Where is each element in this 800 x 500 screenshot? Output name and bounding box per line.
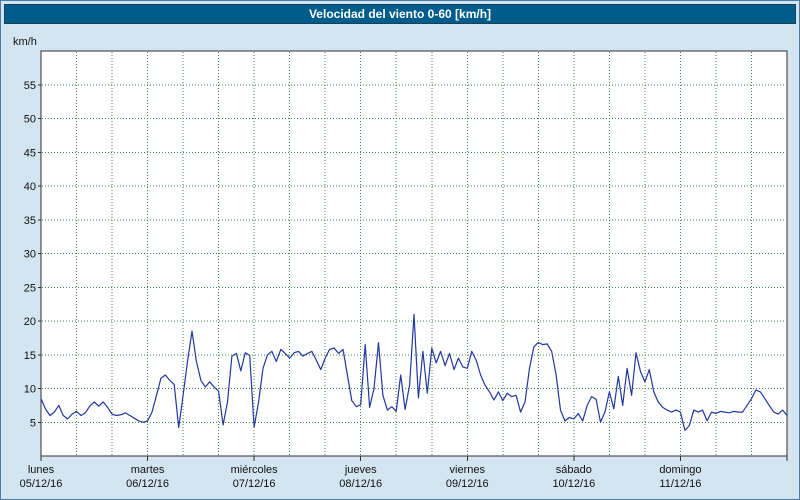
y-tick-label: 50: [24, 114, 36, 126]
day-name-label: miércoles: [231, 464, 279, 476]
y-axis-unit-label: km/h: [13, 36, 37, 48]
x-axis-ticks: [40, 456, 788, 461]
y-tick-label: 45: [24, 147, 36, 159]
chart-title: Velocidad del viento 0-60 [km/h]: [308, 7, 492, 21]
day-date-label: 09/12/16: [446, 478, 489, 490]
y-tick-label: 15: [24, 350, 36, 362]
y-tick-label: 10: [24, 384, 36, 396]
y-tick-label: 40: [24, 181, 36, 193]
y-tick-label: 30: [24, 249, 36, 261]
day-date-label: 07/12/16: [233, 478, 276, 490]
y-tick-label: 5: [30, 417, 36, 429]
day-name-label: viernes: [450, 464, 486, 476]
day-name-label: sábado: [556, 464, 592, 476]
day-name-label: jueves: [344, 464, 377, 476]
vertical-gridlines: [76, 52, 752, 455]
y-tick-label: 55: [24, 80, 36, 92]
wind-speed-line: [40, 313, 788, 431]
y-axis-labels: 5 10 15 20 25 30 35 40 45 50 55: [24, 80, 41, 429]
day-date-label: 11/12/16: [659, 478, 701, 490]
day-name-label: martes: [131, 464, 165, 476]
x-axis-labels: lunes 05/12/16 martes 06/12/16 miércoles 07/1…: [20, 464, 702, 490]
day-name-label: lunes: [28, 464, 55, 476]
day-date-label: 05/12/16: [20, 478, 63, 490]
chart-title-bar: Velocidad del viento 0-60 [km/h]: [4, 4, 796, 24]
day-name-label: domingo: [659, 464, 701, 476]
y-tick-label: 20: [24, 316, 36, 328]
y-tick-label: 25: [24, 282, 36, 294]
day-date-label: 10/12/16: [552, 478, 595, 490]
day-date-label: 06/12/16: [126, 478, 169, 490]
y-tick-label: 35: [24, 215, 36, 227]
day-date-label: 08/12/16: [339, 478, 382, 490]
